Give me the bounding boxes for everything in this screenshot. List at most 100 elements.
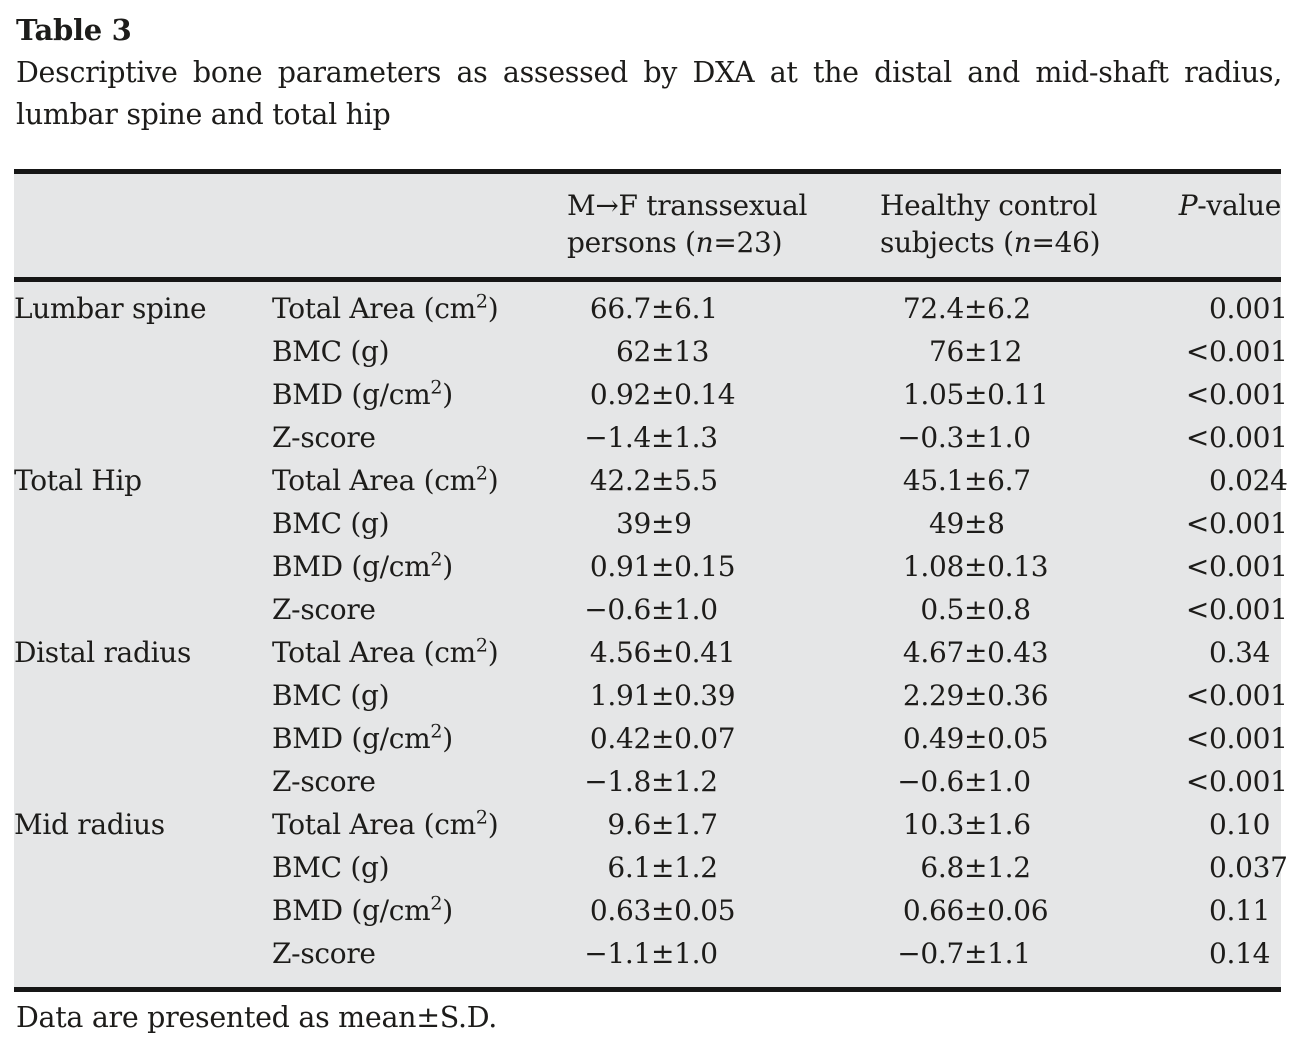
p-value-cell: <0.001 bbox=[1185, 550, 1288, 583]
table-top-rule bbox=[14, 169, 1281, 174]
header-pvalue-column: P-value bbox=[1172, 187, 1282, 261]
mf-value-cell: −1.8±1.2 bbox=[584, 765, 718, 798]
control-value-cell: −0.7±1.1 bbox=[897, 937, 1031, 970]
table-caption-line2: lumbar spine and total hip bbox=[16, 98, 391, 131]
mf-value-cell: 39±9 bbox=[615, 507, 692, 540]
mf-value-cell: −1.4±1.3 bbox=[584, 421, 718, 454]
header-site-column bbox=[14, 187, 272, 261]
table-bottom-rule bbox=[14, 987, 1281, 992]
mf-value-cell: 9.6±1.7 bbox=[607, 808, 718, 841]
header-control-line1: Healthy control bbox=[880, 189, 1098, 222]
p-value-cell: <0.001 bbox=[1185, 421, 1288, 454]
table-row: Z-score −1.1±1.0 −0.7±1.1 0.14 bbox=[14, 932, 1281, 975]
header-mf-line1: M→F transsexual bbox=[567, 189, 808, 222]
n-symbol: n bbox=[695, 226, 714, 259]
p-value-cell: <0.001 bbox=[1185, 335, 1288, 368]
header-control-column: Healthy control subjects (n=46) bbox=[880, 187, 1172, 261]
control-value-cell: 1.05±0.11 bbox=[902, 378, 1049, 411]
site-cell bbox=[14, 674, 272, 717]
mf-value-cell: 6.1±1.2 bbox=[607, 851, 718, 884]
table-row: Distal radius Total Area (cm2) 4.56±0.41… bbox=[14, 631, 1281, 674]
data-table: M→F transsexual persons (n=23) Healthy c… bbox=[14, 169, 1288, 992]
site-cell bbox=[14, 330, 272, 373]
mf-value-cell: 42.2±5.5 bbox=[589, 464, 718, 497]
parameter-cell: Z-score bbox=[272, 937, 376, 970]
parameter-cell: BMC (g) bbox=[272, 679, 390, 712]
table-row: Z-score −1.4±1.3 −0.3±1.0 <0.001 bbox=[14, 416, 1288, 459]
table-row: Z-score −1.8±1.2 −0.6±1.0 <0.001 bbox=[14, 760, 1288, 803]
control-value-cell: 49±8 bbox=[928, 507, 1005, 540]
mf-value-cell: 0.42±0.07 bbox=[589, 722, 736, 755]
table-body: Lumbar spine Total Area (cm2) 66.7±6.1 7… bbox=[14, 282, 1288, 987]
control-value-cell: 6.8±1.2 bbox=[920, 851, 1031, 884]
table-header-row: M→F transsexual persons (n=23) Healthy c… bbox=[14, 174, 1281, 277]
mf-value-cell: 66.7±6.1 bbox=[589, 292, 718, 325]
table-header-rule bbox=[14, 277, 1281, 282]
header-mf-line2-suffix: =23) bbox=[713, 226, 783, 259]
table-row: BMD (g/cm2) 0.91±0.15 1.08±0.13 <0.001 bbox=[14, 545, 1288, 588]
site-cell bbox=[14, 889, 272, 932]
parameter-cell: Total Area (cm2) bbox=[272, 462, 499, 497]
mf-value-cell: −1.1±1.0 bbox=[584, 937, 718, 970]
parameter-cell: BMD (g/cm2) bbox=[272, 548, 453, 583]
table-row: BMC (g) 39±9 49±8 <0.001 bbox=[14, 502, 1288, 545]
p-value-cell: 0.34 bbox=[1209, 636, 1271, 669]
paper-table-figure: Table 3 Descriptive bone parameters as a… bbox=[0, 12, 1304, 1046]
parameter-cell: Total Area (cm2) bbox=[272, 634, 499, 669]
table-row: Total Hip Total Area (cm2) 42.2±5.5 45.1… bbox=[14, 459, 1288, 502]
p-value-cell: 0.037 bbox=[1209, 851, 1288, 884]
p-value-cell: <0.001 bbox=[1185, 722, 1288, 755]
table-row: BMC (g) 6.1±1.2 6.8±1.2 0.037 bbox=[14, 846, 1288, 889]
p-value-cell: 0.14 bbox=[1209, 937, 1271, 970]
mf-value-cell: −0.6±1.0 bbox=[584, 593, 718, 626]
header-control-line2-prefix: subjects ( bbox=[880, 226, 1014, 259]
table-row: BMD (g/cm2) 0.63±0.05 0.66±0.06 0.11 bbox=[14, 889, 1281, 932]
n-symbol: n bbox=[1013, 226, 1032, 259]
table-row: BMC (g) 62±13 76±12 <0.001 bbox=[14, 330, 1288, 373]
mf-value-cell: 0.92±0.14 bbox=[589, 378, 736, 411]
table-row: BMC (g) 1.91±0.39 2.29±0.36 <0.001 bbox=[14, 674, 1288, 717]
site-cell bbox=[14, 717, 272, 760]
header-mf-column: M→F transsexual persons (n=23) bbox=[567, 187, 880, 261]
parameter-cell: BMD (g/cm2) bbox=[272, 720, 453, 755]
table-row: Mid radius Total Area (cm2) 9.6±1.7 10.3… bbox=[14, 803, 1281, 846]
parameter-cell: BMC (g) bbox=[272, 335, 390, 368]
mf-value-cell: 0.63±0.05 bbox=[589, 894, 736, 927]
parameter-cell: Z-score bbox=[272, 765, 376, 798]
table-footnote: Data are presented as mean±S.D. bbox=[16, 1001, 498, 1034]
site-cell bbox=[14, 846, 272, 889]
mf-value-cell: 1.91±0.39 bbox=[589, 679, 736, 712]
p-value-cell: 0.001 bbox=[1209, 292, 1288, 325]
p-value-cell: <0.001 bbox=[1185, 507, 1288, 540]
p-value-cell: <0.001 bbox=[1185, 378, 1288, 411]
site-cell bbox=[14, 502, 272, 545]
p-value-cell: <0.001 bbox=[1185, 765, 1288, 798]
header-mf-line2-prefix: persons ( bbox=[567, 226, 696, 259]
p-value-cell: 0.10 bbox=[1209, 808, 1271, 841]
control-value-cell: 0.49±0.05 bbox=[902, 722, 1049, 755]
control-value-cell: 0.5±0.8 bbox=[920, 593, 1031, 626]
control-value-cell: 10.3±1.6 bbox=[902, 808, 1031, 841]
p-value-cell: <0.001 bbox=[1185, 679, 1288, 712]
header-parameter-column bbox=[272, 187, 567, 261]
mf-value-cell: 4.56±0.41 bbox=[589, 636, 736, 669]
control-value-cell: 45.1±6.7 bbox=[902, 464, 1031, 497]
control-value-cell: 72.4±6.2 bbox=[902, 292, 1031, 325]
header-pvalue-suffix: -value bbox=[1197, 189, 1281, 222]
site-cell: Lumbar spine bbox=[14, 292, 207, 325]
table-caption-line1: Descriptive bone parameters as assessed … bbox=[16, 56, 1282, 89]
site-cell bbox=[14, 545, 272, 588]
p-value-cell: <0.001 bbox=[1185, 593, 1288, 626]
site-cell: Mid radius bbox=[14, 808, 165, 841]
parameter-cell: Total Area (cm2) bbox=[272, 806, 499, 841]
mf-value-cell: 0.91±0.15 bbox=[589, 550, 736, 583]
parameter-cell: Total Area (cm2) bbox=[272, 290, 499, 325]
parameter-cell: BMD (g/cm2) bbox=[272, 892, 453, 927]
header-control-line2-suffix: =46) bbox=[1031, 226, 1101, 259]
control-value-cell: 1.08±0.13 bbox=[902, 550, 1049, 583]
parameter-cell: BMC (g) bbox=[272, 851, 390, 884]
site-cell: Distal radius bbox=[14, 636, 192, 669]
control-value-cell: −0.6±1.0 bbox=[897, 765, 1031, 798]
p-value-cell: 0.11 bbox=[1209, 894, 1271, 927]
control-value-cell: −0.3±1.0 bbox=[897, 421, 1031, 454]
